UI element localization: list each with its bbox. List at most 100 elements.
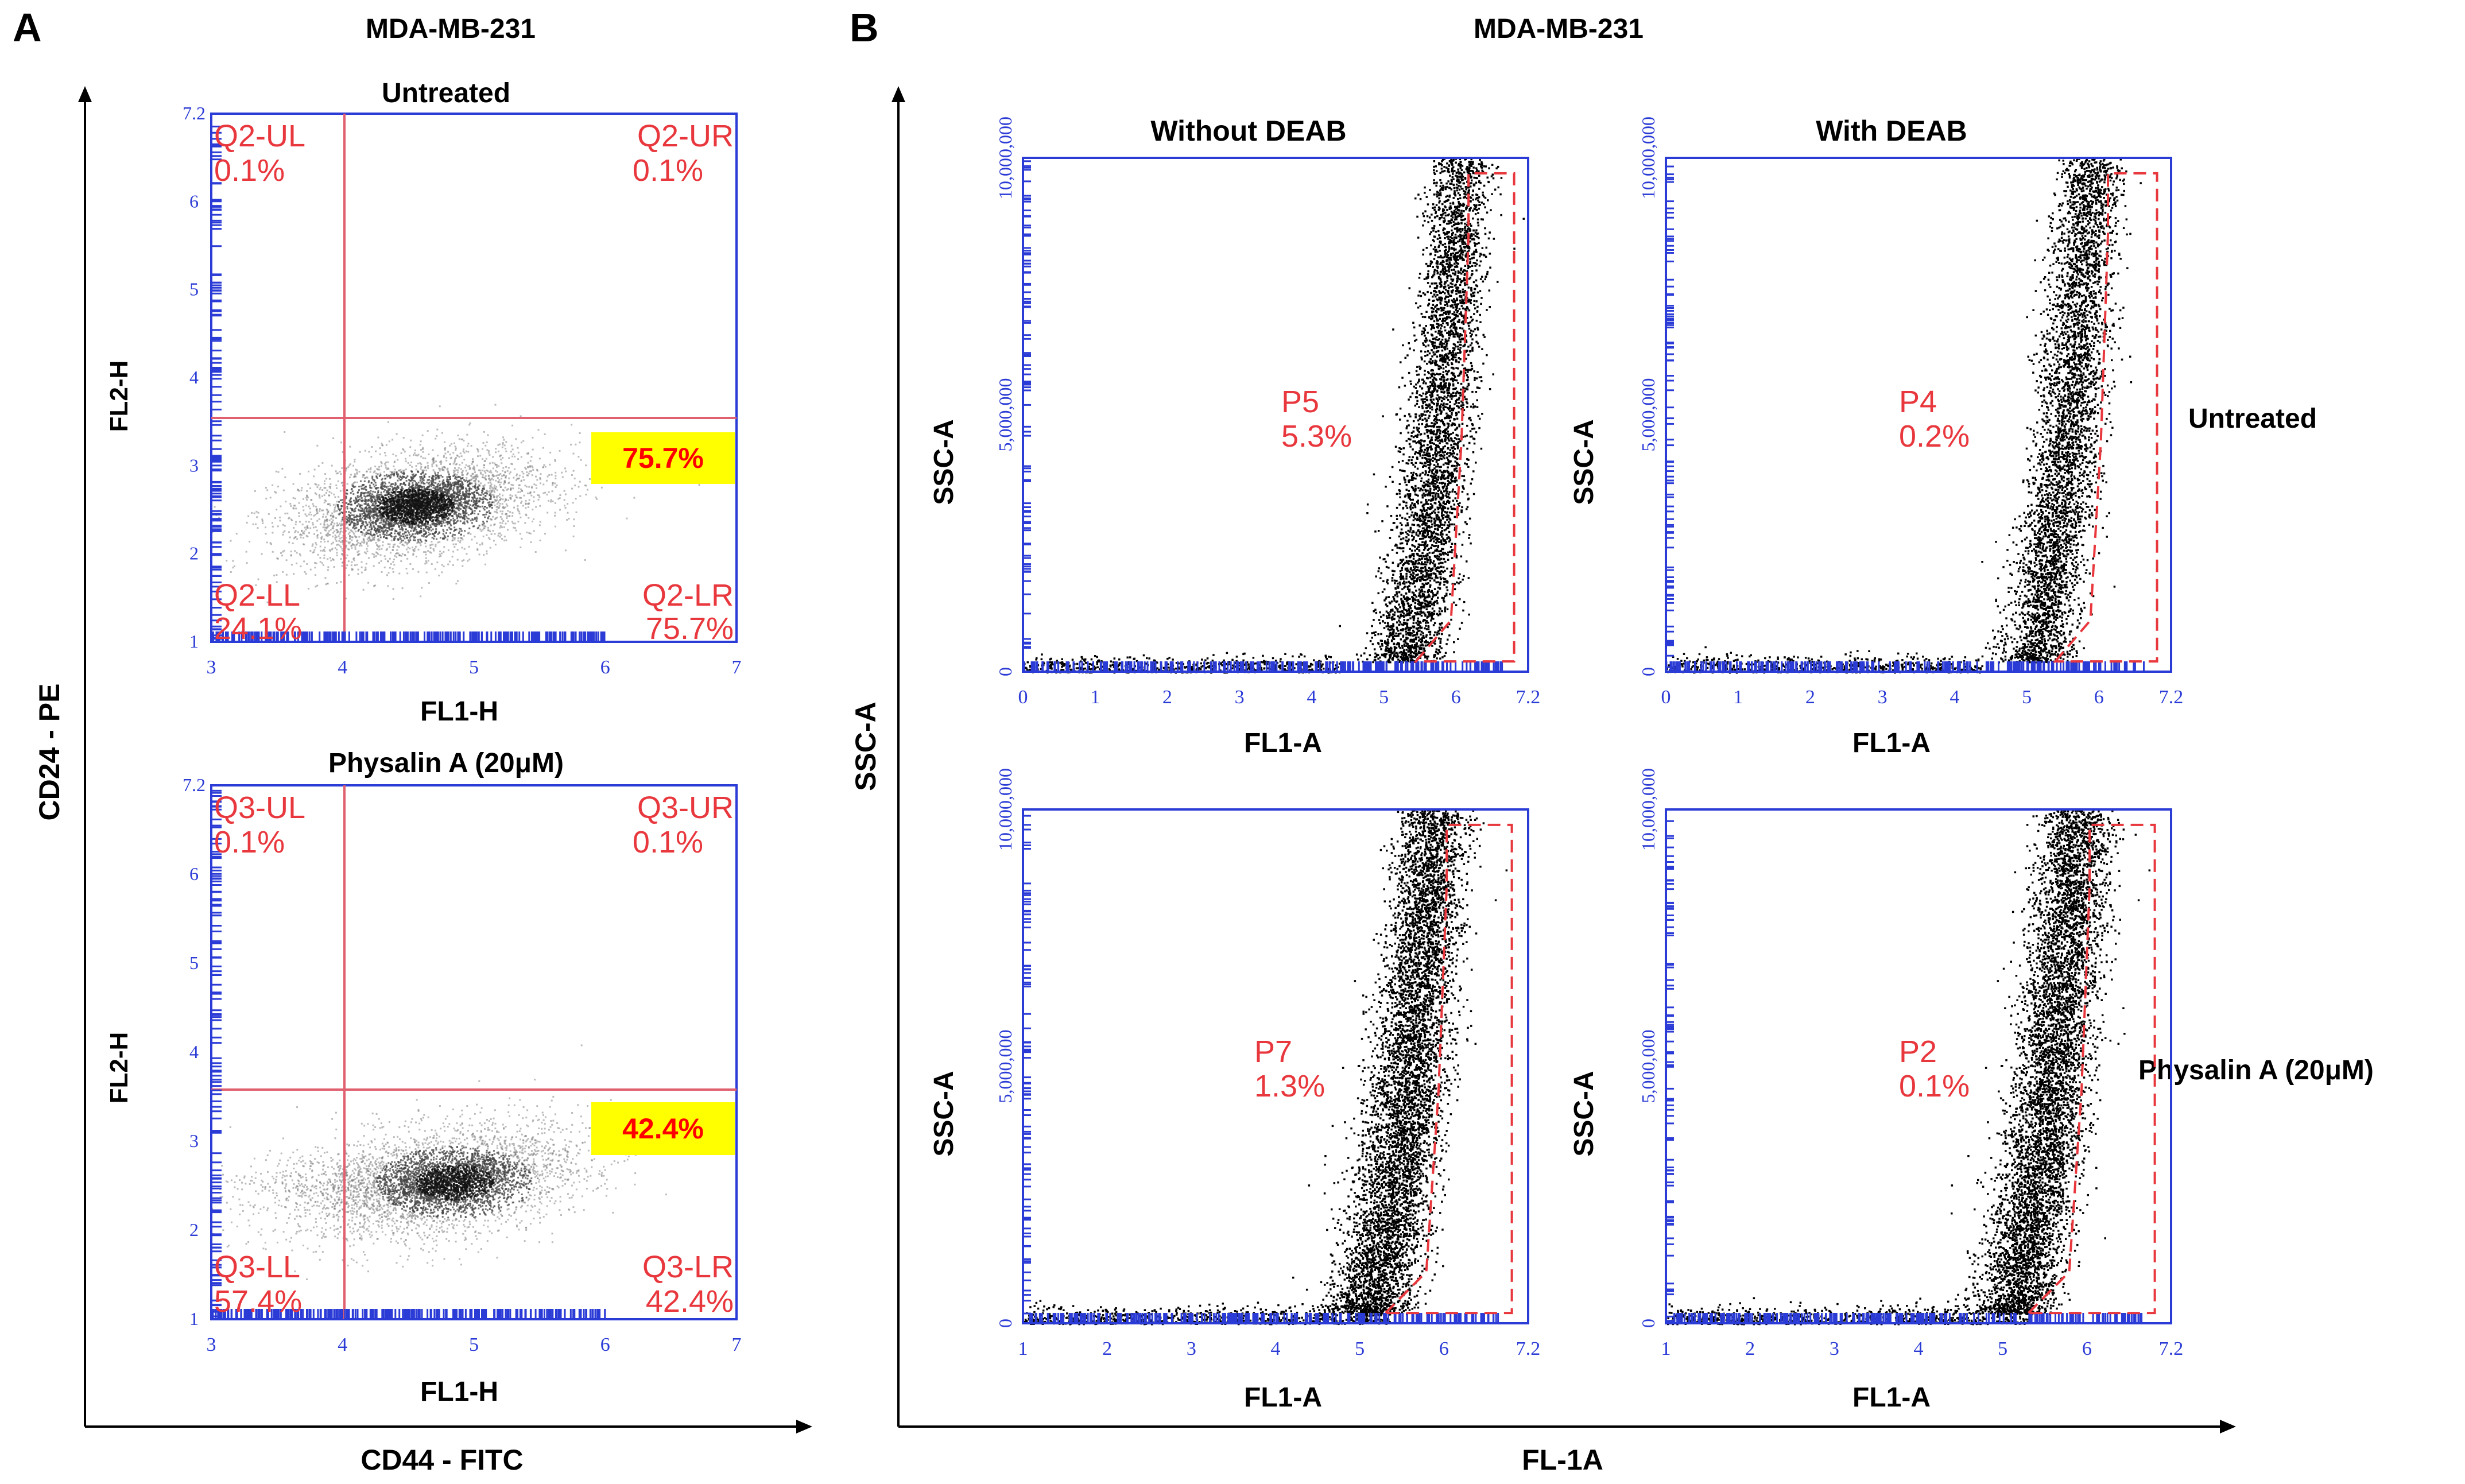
- event-dot: [468, 496, 470, 498]
- event-dot: [348, 524, 351, 526]
- event-dot: [425, 512, 427, 514]
- event-dot: [379, 536, 382, 538]
- event-dot: [373, 514, 375, 517]
- event-dot: [432, 459, 435, 461]
- event-dot: [386, 516, 389, 518]
- event-dot: [315, 574, 316, 576]
- event-dot: [408, 482, 410, 485]
- event-dot: [230, 540, 232, 542]
- event-dot: [371, 446, 373, 448]
- event-dot: [387, 489, 390, 491]
- event-dot: [359, 543, 362, 545]
- event-dot: [385, 467, 387, 469]
- event-dot: [314, 492, 316, 494]
- event-dot: [466, 512, 468, 514]
- event-dot: [435, 512, 437, 514]
- event-dot: [400, 483, 402, 485]
- event-dot: [325, 500, 327, 502]
- event-dot: [429, 514, 431, 516]
- event-dot: [424, 504, 426, 506]
- event-dot: [352, 514, 355, 517]
- event-dot: [331, 543, 333, 545]
- event-dot: [573, 518, 575, 521]
- event-dot: [424, 498, 426, 501]
- event-dot: [276, 574, 278, 576]
- event-dot: [503, 536, 506, 538]
- event-dot: [376, 529, 378, 531]
- event-dot: [392, 498, 394, 500]
- event-dot: [425, 508, 428, 510]
- event-dot: [418, 505, 420, 507]
- event-dot: [468, 507, 470, 509]
- event-dot: [292, 483, 294, 485]
- event-dot: [494, 533, 496, 535]
- event-dot: [393, 465, 395, 467]
- event-dot: [380, 483, 382, 486]
- event-dot: [443, 565, 445, 568]
- event-dot: [457, 471, 459, 474]
- event-dot: [444, 494, 445, 496]
- event-dot: [380, 500, 382, 502]
- event-dot: [432, 519, 434, 521]
- event-dot: [549, 451, 552, 454]
- event-dot: [445, 504, 448, 506]
- event-dot: [384, 497, 386, 499]
- event-dot: [482, 474, 484, 476]
- event-dot: [389, 567, 391, 569]
- event-dot: [573, 478, 576, 479]
- event-dot: [320, 549, 322, 552]
- event-dot: [399, 503, 401, 505]
- event-dot: [440, 462, 443, 464]
- event-dot: [385, 520, 387, 522]
- event-dot: [372, 495, 374, 497]
- event-dot: [340, 441, 343, 444]
- event-dot: [516, 478, 518, 480]
- event-dot: [450, 503, 452, 506]
- event-dot: [331, 464, 333, 467]
- event-dot: [405, 458, 406, 460]
- event-dot: [379, 531, 381, 533]
- event-dot: [308, 513, 310, 516]
- event-dot: [385, 482, 386, 485]
- event-dot: [373, 483, 375, 486]
- event-dot: [325, 527, 328, 529]
- event-dot: [518, 510, 521, 513]
- event-dot: [530, 494, 533, 497]
- event-dot: [364, 498, 366, 501]
- event-dot: [410, 502, 412, 504]
- event-dot: [517, 507, 519, 510]
- event-dot: [531, 465, 533, 467]
- event-dot: [298, 502, 300, 504]
- event-dot: [476, 475, 479, 478]
- event-dot: [390, 507, 393, 509]
- event-dot: [331, 492, 332, 494]
- event-dot: [474, 485, 476, 487]
- event-dot: [462, 502, 464, 504]
- event-dot: [374, 487, 377, 490]
- event-dot: [355, 468, 356, 471]
- event-dot: [445, 456, 448, 459]
- event-dot: [447, 485, 449, 487]
- event-dot: [447, 549, 449, 552]
- event-dot: [367, 533, 370, 534]
- event-dot: [342, 555, 344, 557]
- event-dot: [467, 451, 470, 453]
- event-dot: [449, 505, 451, 507]
- event-dot: [454, 460, 456, 462]
- event-dot: [255, 510, 258, 513]
- event-dot: [456, 520, 459, 522]
- event-dot: [383, 489, 386, 491]
- event-dot: [496, 466, 498, 468]
- event-dot: [499, 525, 502, 527]
- event-dot: [432, 475, 434, 477]
- event-dot: [487, 529, 490, 532]
- event-dot: [432, 449, 434, 451]
- event-dot: [485, 444, 487, 447]
- event-dot: [378, 475, 381, 477]
- event-dot: [432, 528, 434, 530]
- event-dot: [420, 522, 423, 524]
- event-dot: [281, 467, 284, 470]
- event-dot: [532, 469, 534, 471]
- event-dot: [351, 521, 353, 523]
- event-dot: [370, 509, 372, 512]
